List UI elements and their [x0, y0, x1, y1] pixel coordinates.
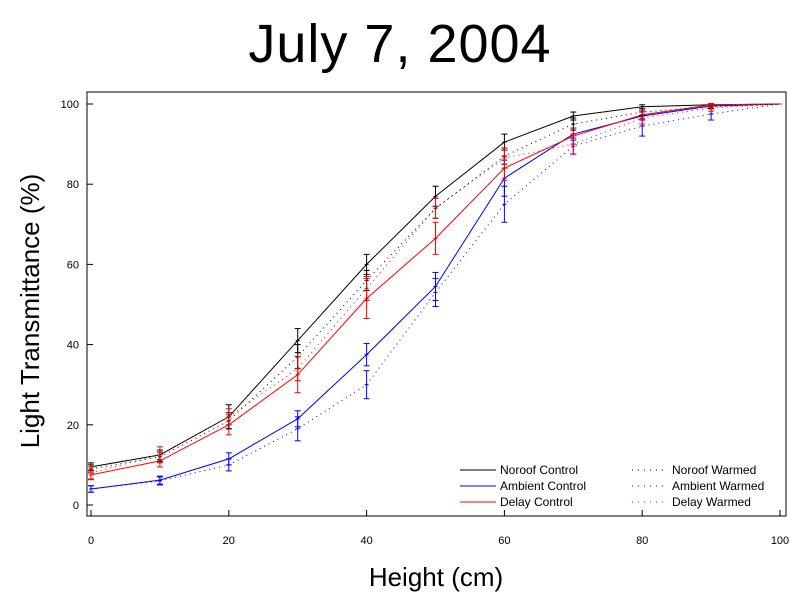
plot-frame: [86, 91, 787, 517]
legend-label: Ambient Control: [500, 479, 586, 493]
legend-label: Ambient Warmed: [672, 479, 764, 493]
x-tick-label: 100: [771, 535, 789, 547]
series-ambient-warmed: [88, 103, 782, 493]
x-tick-label: 40: [360, 535, 372, 547]
axes: 0 20 40 60 80 100 0 20 40 60 80 100: [61, 99, 790, 547]
x-tick-label: 20: [223, 535, 235, 547]
x-axis-label: Height (cm): [368, 562, 504, 592]
x-tick-label: 0: [88, 535, 94, 547]
series-delay-warmed: [88, 103, 782, 480]
series-group: [88, 103, 782, 493]
x-tick-label: 80: [636, 535, 648, 547]
legend-label: Delay Warmed: [672, 495, 751, 509]
y-tick-label: 20: [67, 420, 79, 432]
y-tick-label: 40: [67, 340, 79, 352]
y-tick-label: 100: [61, 99, 79, 111]
legend-label: Noroof Warmed: [672, 463, 756, 477]
y-axis-label: Light Transmittance (%): [15, 173, 45, 449]
y-tick-label: 0: [73, 500, 79, 512]
x-tick-label: 60: [498, 535, 510, 547]
y-tick-label: 80: [67, 179, 79, 191]
chart-title: July 7, 2004: [248, 14, 552, 74]
legend-label: Noroof Control: [500, 463, 578, 477]
legend: Noroof Control Ambient Control Delay Contr…: [460, 463, 764, 509]
legend-label: Delay Control: [500, 495, 573, 509]
y-tick-label: 60: [67, 259, 79, 271]
